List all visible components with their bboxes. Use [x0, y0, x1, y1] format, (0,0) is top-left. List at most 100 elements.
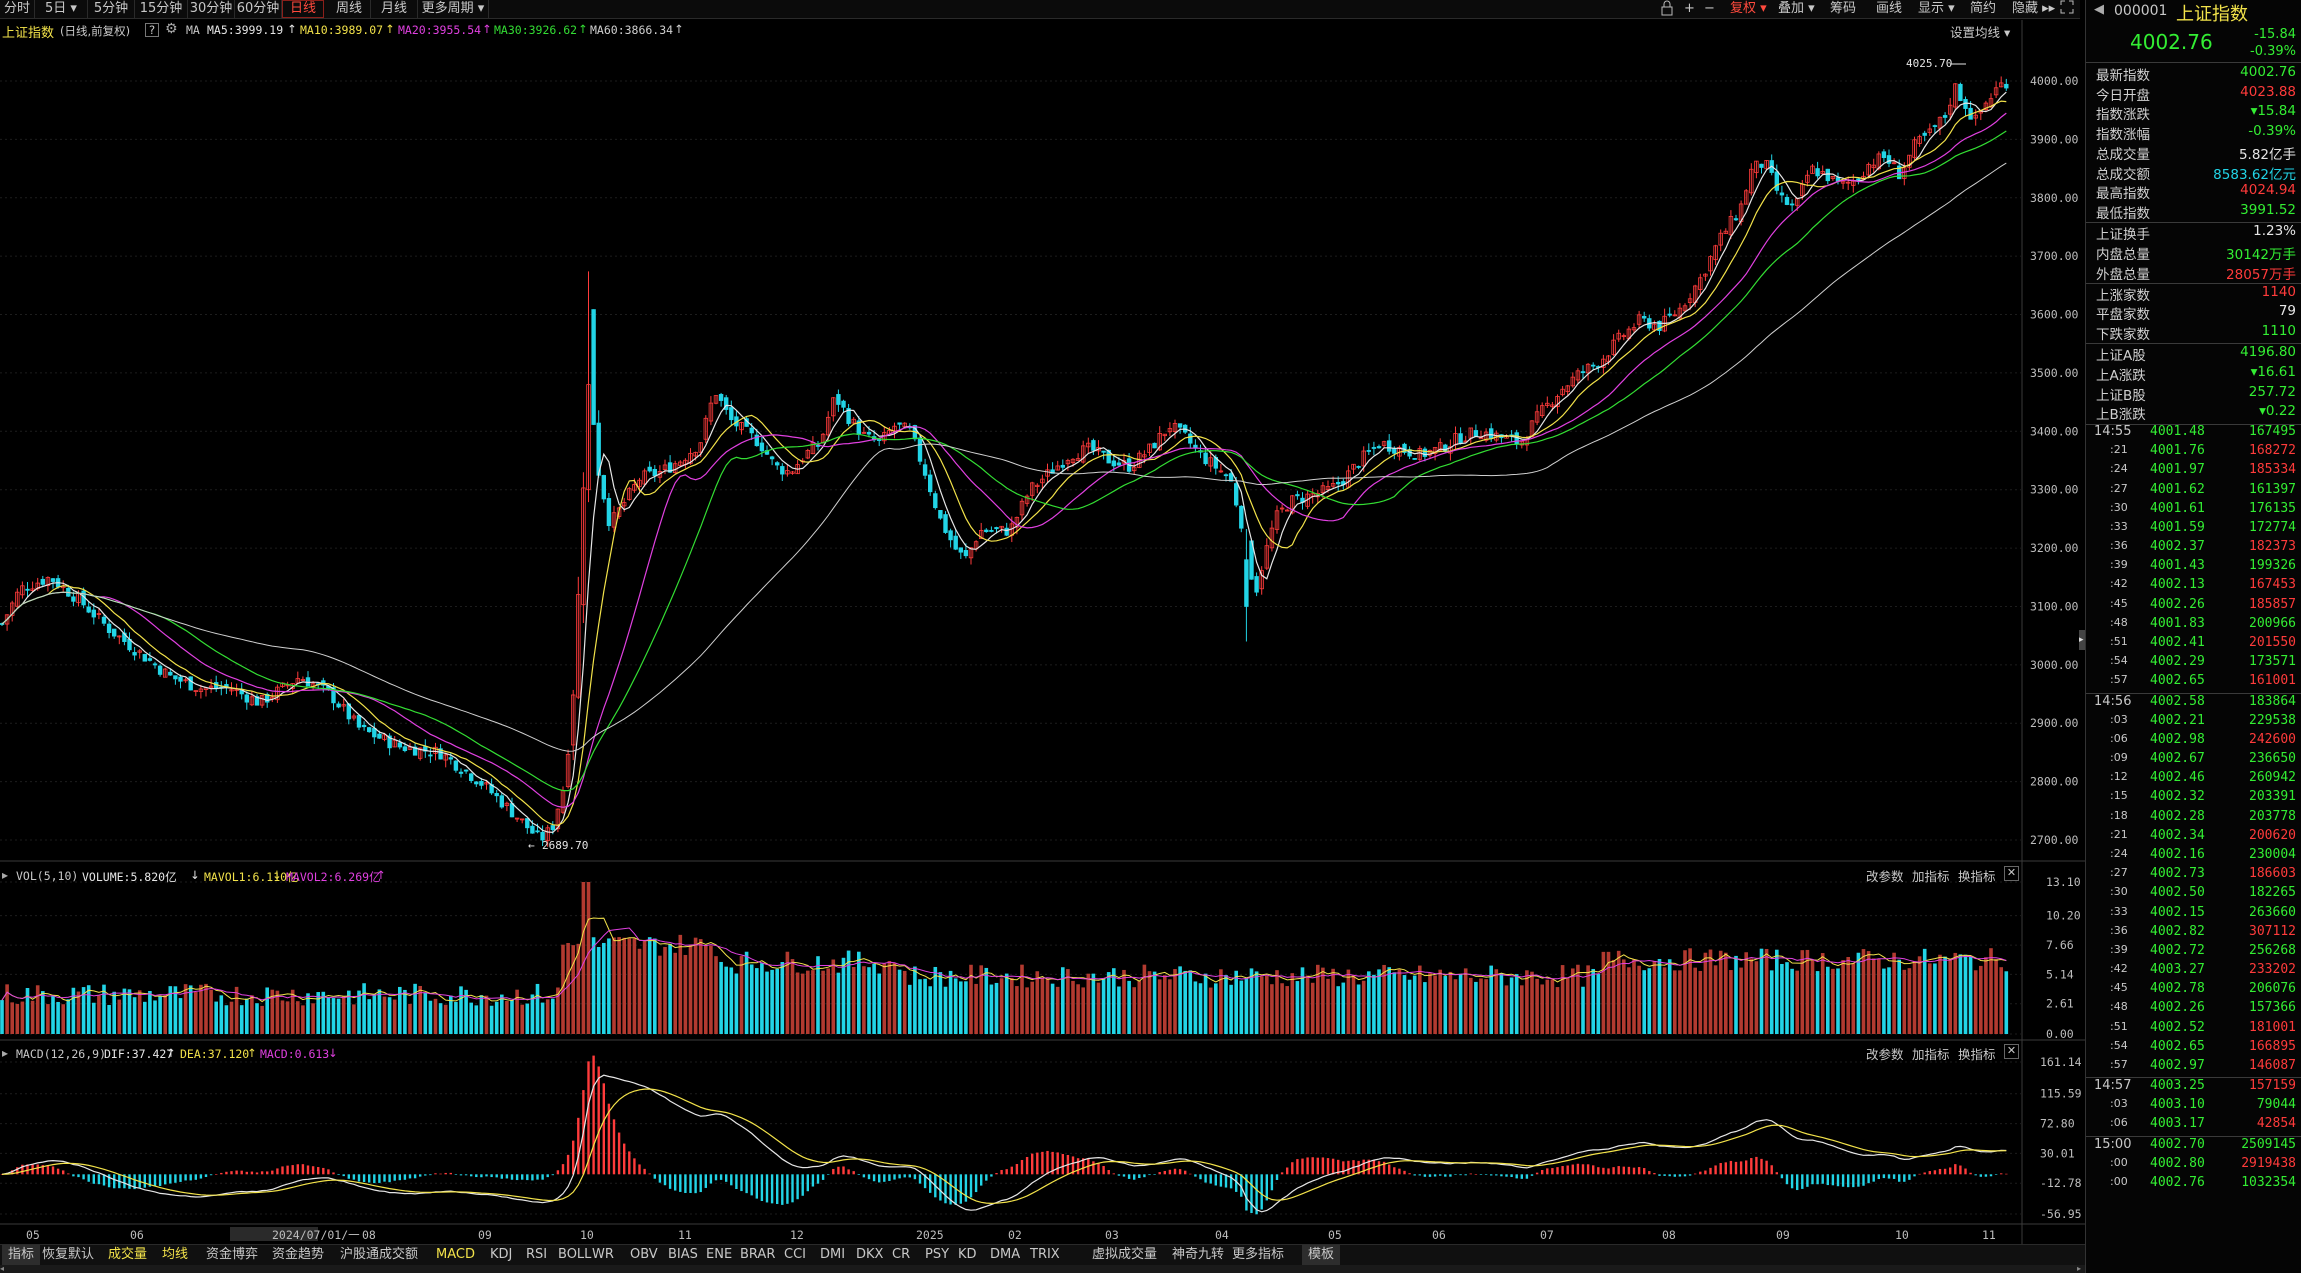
period-tab-5day[interactable]: 5日 ▾ — [35, 0, 88, 18]
overlay-dropdown[interactable]: 叠加 ▾ — [1778, 1, 1815, 16]
candle-body — [402, 746, 408, 752]
close-icon[interactable]: ✕ — [2004, 1044, 2019, 1059]
indicator-tab[interactable]: ENE — [706, 1247, 733, 1262]
simple-mode-button[interactable]: 简约 — [1970, 1, 1997, 16]
indicator-tab[interactable]: CCI — [784, 1247, 806, 1262]
macd-histogram-bar — [505, 1174, 509, 1179]
period-tab-30min[interactable]: 30分钟 — [188, 0, 235, 18]
panel-toggle-icon[interactable]: ▸ — [2079, 630, 2085, 650]
indicator-tab[interactable]: RSI — [526, 1247, 548, 1262]
period-tab-weekly[interactable]: 周线 — [328, 0, 371, 18]
ma-settings-button[interactable]: 设置均线 ▾ — [1950, 25, 2011, 40]
volume-bar — [1979, 965, 1983, 1034]
indicator-tab[interactable]: 指标 — [2, 1245, 41, 1265]
indicator-tab[interactable]: BIAS — [668, 1247, 698, 1262]
indicator-tab[interactable]: DKX — [856, 1247, 884, 1262]
macd-histogram-bar — [1780, 1174, 1784, 1179]
minus-icon[interactable]: − — [1704, 1, 1715, 16]
prev-arrow-icon[interactable]: ◀ — [2094, 2, 2104, 17]
macd-edit-params-button[interactable]: 改参数 — [1866, 1047, 1904, 1062]
indicator-tab[interactable]: TRIX — [1030, 1247, 1060, 1262]
indicator-tab[interactable]: 模板 — [1302, 1245, 1341, 1265]
macd-histogram-bar — [459, 1174, 463, 1176]
macd-switch-indicator-button[interactable]: 换指标 — [1958, 1047, 1996, 1062]
chips-button[interactable]: 筹码 — [1830, 1, 1857, 16]
indicator-tab[interactable]: OBV — [630, 1247, 658, 1262]
macd-histogram-bar — [16, 1167, 19, 1175]
volume-bar — [1071, 980, 1075, 1034]
arrow-down-icon: ↓ — [328, 1046, 338, 1060]
candle-body — [1728, 215, 1734, 236]
tick-row: :15 4002.32 203391 — [2086, 789, 2301, 808]
indicator-tab[interactable]: 沪股通成交额 — [340, 1247, 419, 1262]
period-tab-5min[interactable]: 5分钟 — [88, 0, 135, 18]
hide-panel-button[interactable]: 隐藏 ▸▸ — [2012, 1, 2056, 16]
tick-volume: 42854 — [2256, 1116, 2296, 1132]
fullscreen-icon[interactable] — [2060, 0, 2074, 18]
draw-line-button[interactable]: 画线 — [1876, 1, 1903, 16]
indicator-tab[interactable]: 更多指标 — [1232, 1247, 1285, 1262]
tick-time: :54 — [2110, 654, 2128, 668]
indicator-tab[interactable]: DMA — [990, 1247, 1021, 1262]
volume-bar — [1928, 963, 1932, 1034]
indicator-tab[interactable]: 资金博弈 — [206, 1247, 259, 1262]
volume-bar — [1897, 959, 1901, 1034]
period-tab-intraday[interactable]: 分时 — [0, 0, 35, 18]
volume-bar — [1627, 967, 1631, 1034]
period-tab-60min[interactable]: 60分钟 — [235, 0, 282, 18]
indicator-tab[interactable]: CR — [892, 1247, 911, 1262]
volume-bar — [61, 1004, 65, 1034]
plus-icon[interactable]: + — [1684, 1, 1695, 16]
indicator-tab[interactable]: MACD — [436, 1247, 475, 1262]
pane-collapse-icon[interactable]: ▸ — [2, 1046, 9, 1060]
macd-add-indicator-button[interactable]: 加指标 — [1912, 1047, 1950, 1062]
candle-body — [484, 782, 489, 785]
gear-icon[interactable]: ⚙ — [165, 21, 178, 37]
indicator-tab[interactable]: KD — [958, 1247, 977, 1262]
indicator-tab[interactable]: PSY — [925, 1247, 950, 1262]
indicator-tab[interactable]: 虚拟成交量 — [1092, 1247, 1158, 1262]
volume-bar — [1367, 971, 1371, 1034]
more-periods-dropdown[interactable]: 更多周期 ▾ — [418, 0, 489, 18]
vol-add-indicator-button[interactable]: 加指标 — [1912, 869, 1950, 884]
price-chart-area[interactable]: 4000.00 3900.00 3800.00 3700.00 3600.00 3500.… — [0, 0, 2085, 1244]
scroll-right-icon[interactable]: ▸ — [2077, 1264, 2082, 1273]
adjust-dropdown[interactable]: 复权 ▾ — [1730, 1, 1767, 16]
indicator-tab[interactable]: 成交量 — [108, 1247, 148, 1262]
indicator-tab[interactable]: WR — [592, 1247, 614, 1262]
indicator-tab[interactable]: KDJ — [490, 1247, 513, 1262]
macd-histogram-bar — [220, 1172, 223, 1175]
indicator-tab[interactable]: BRAR — [740, 1247, 776, 1262]
tick-volume: 157366 — [2249, 1000, 2296, 1016]
volume-bar — [1050, 983, 1055, 1034]
volume-bar — [1831, 968, 1835, 1034]
macd-histogram-bar — [1683, 1174, 1687, 1177]
scroll-left-icon[interactable]: ◂ — [0, 1264, 5, 1273]
indicator-tab[interactable]: 均线 — [162, 1247, 189, 1262]
indicator-tab[interactable]: 资金趋势 — [272, 1247, 325, 1262]
lock-icon[interactable] — [1660, 0, 1674, 18]
close-icon[interactable]: ✕ — [2004, 866, 2019, 881]
period-tab-15min[interactable]: 15分钟 — [135, 0, 188, 18]
indicator-tab[interactable]: DMI — [820, 1247, 846, 1262]
horizontal-scrollbar[interactable]: ◂ ▸ — [0, 1265, 2085, 1273]
pane-collapse-icon[interactable]: ▸ — [2, 868, 9, 882]
volume-bar — [449, 995, 453, 1034]
indicator-tab[interactable]: 恢复默认 — [42, 1247, 95, 1262]
vol-edit-params-button[interactable]: 改参数 — [1866, 869, 1904, 884]
vol-switch-indicator-button[interactable]: 换指标 — [1958, 869, 1996, 884]
macd-histogram-bar — [1051, 1151, 1054, 1175]
display-dropdown[interactable]: 显示 ▾ — [1918, 1, 1955, 16]
help-icon[interactable]: ? — [145, 23, 160, 37]
tick-price: 4002.26 — [2150, 1000, 2205, 1016]
macd-histogram-bar — [633, 1158, 636, 1175]
indicator-tab[interactable]: 神奇九转 — [1172, 1247, 1225, 1262]
x-axis-label: 10 — [1895, 1228, 1909, 1242]
tick-row: :21 4001.76 168272 — [2086, 443, 2301, 462]
volume-bar — [1387, 967, 1391, 1034]
indicator-tab[interactable]: BOLL — [558, 1247, 592, 1262]
macd-histogram-bar — [240, 1170, 243, 1175]
period-tab-monthly[interactable]: 月线 — [371, 0, 418, 18]
macd-histogram-bar — [541, 1174, 544, 1180]
period-tab-daily[interactable]: 日线 — [282, 0, 324, 18]
